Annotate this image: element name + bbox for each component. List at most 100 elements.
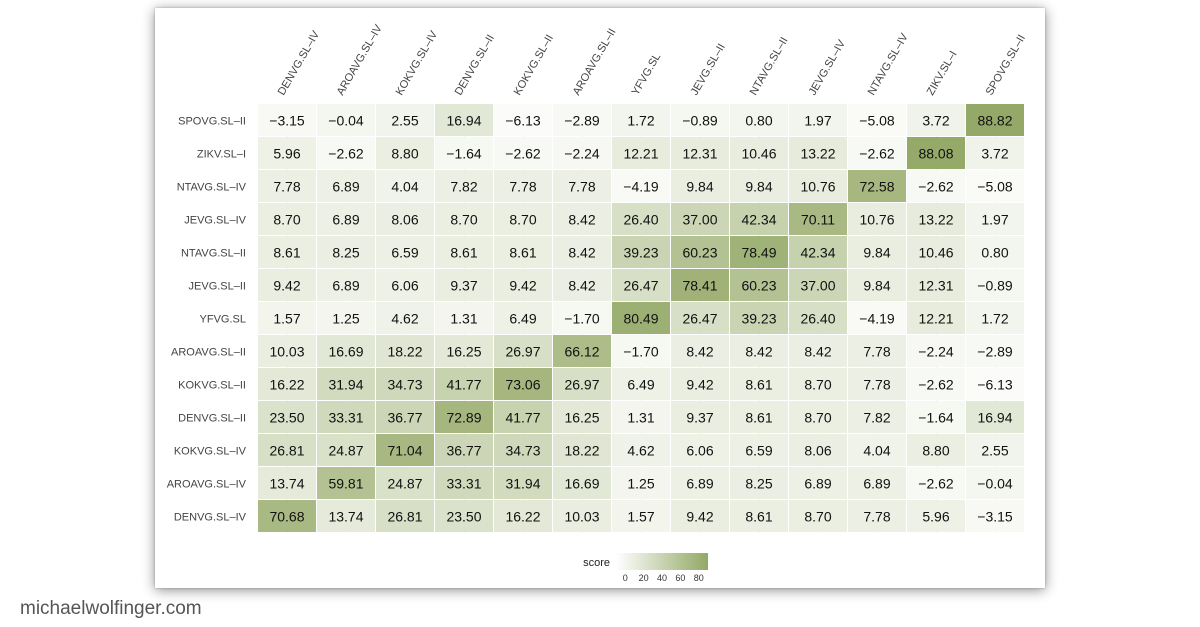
heatmap-cell bbox=[553, 137, 611, 169]
cell-value-label: 1.97 bbox=[981, 212, 1008, 228]
cell-value-label: 9.42 bbox=[686, 377, 713, 393]
cell-value-label: 6.59 bbox=[745, 443, 772, 459]
column-label: JEVG.SL–II bbox=[689, 42, 728, 98]
heatmap-cell bbox=[966, 269, 1024, 301]
cell-value-label: 41.77 bbox=[505, 410, 540, 426]
row-label: NTAVG.SL–IV bbox=[177, 182, 247, 194]
cell-value-label: 18.22 bbox=[387, 344, 422, 360]
heatmap-cell bbox=[848, 203, 906, 235]
cell-value-label: 10.03 bbox=[269, 344, 304, 360]
heatmap-cell bbox=[317, 500, 375, 532]
cell-value-label: 26.81 bbox=[269, 443, 304, 459]
column-label: DENVG.SL–IV bbox=[276, 28, 323, 97]
cell-value-label: 8.70 bbox=[804, 509, 831, 525]
cell-value-label: 8.42 bbox=[568, 278, 595, 294]
cell-value-label: −1.64 bbox=[918, 410, 954, 426]
cell-value-label: −2.62 bbox=[505, 146, 541, 162]
row-label: SPOVG.SL–II bbox=[178, 116, 246, 128]
cell-value-label: 88.08 bbox=[918, 146, 953, 162]
column-label: AROAVG.SL–II bbox=[571, 27, 619, 98]
heatmap-cell bbox=[612, 368, 670, 400]
cell-value-label: 33.31 bbox=[328, 410, 363, 426]
cell-value-label: 7.82 bbox=[863, 410, 890, 426]
heatmap-cell bbox=[907, 236, 965, 268]
heatmap-cell bbox=[789, 236, 847, 268]
cell-value-label: 8.06 bbox=[391, 212, 418, 228]
cell-value-label: 16.94 bbox=[446, 113, 481, 129]
heatmap-cell bbox=[966, 368, 1024, 400]
heatmap-cell bbox=[612, 236, 670, 268]
cell-value-label: 16.22 bbox=[269, 377, 304, 393]
heatmap-chart: −3.15 −0.04 2.55 16.94 −6.13 −2.89 1.72 −0.89 0.… bbox=[167, 22, 1028, 583]
heatmap-cell bbox=[317, 137, 375, 169]
heatmap-cell bbox=[258, 401, 316, 433]
heatmap-cell bbox=[317, 401, 375, 433]
heatmap-cell bbox=[435, 104, 493, 136]
cell-value-label: 70.68 bbox=[269, 509, 304, 525]
heatmap-cell bbox=[553, 104, 611, 136]
cell-value-label: 8.61 bbox=[509, 245, 536, 261]
cell-value-label: 8.06 bbox=[804, 443, 831, 459]
cell-value-label: 1.31 bbox=[627, 410, 654, 426]
cell-value-label: 34.73 bbox=[505, 443, 540, 459]
heatmap-cell bbox=[317, 368, 375, 400]
cell-value-label: 16.25 bbox=[564, 410, 599, 426]
heatmap-cell bbox=[376, 335, 434, 367]
heatmap-cell bbox=[612, 500, 670, 532]
cell-value-label: −2.62 bbox=[918, 377, 954, 393]
cell-value-label: 6.49 bbox=[627, 377, 654, 393]
cell-value-label: −0.89 bbox=[977, 278, 1013, 294]
cell-value-label: −2.89 bbox=[977, 344, 1013, 360]
heatmap-cell bbox=[671, 203, 729, 235]
heatmap-cell bbox=[730, 335, 788, 367]
legend-tick-label: 60 bbox=[675, 573, 685, 583]
heatmap-cell bbox=[848, 467, 906, 499]
heatmap-cell bbox=[671, 434, 729, 466]
heatmap-cell bbox=[612, 401, 670, 433]
column-label: YFVG.SL bbox=[630, 51, 664, 97]
heatmap-cell bbox=[966, 203, 1024, 235]
heatmap-cell bbox=[789, 368, 847, 400]
column-labels: DENVG.SL–IV AROAVG.SL–IV KOKVG.SL–IV DENVG.… bbox=[276, 22, 1028, 97]
heatmap-cell bbox=[730, 500, 788, 532]
cell-value-label: 31.94 bbox=[328, 377, 363, 393]
heatmap-cell bbox=[258, 170, 316, 202]
heatmap-cell bbox=[907, 269, 965, 301]
cell-value-label: 26.40 bbox=[800, 311, 835, 327]
heatmap-cell bbox=[907, 500, 965, 532]
cell-value-label: 8.70 bbox=[450, 212, 477, 228]
heatmap-cell bbox=[376, 170, 434, 202]
cell-value-label: −3.15 bbox=[977, 509, 1013, 525]
cell-value-label: 37.00 bbox=[682, 212, 717, 228]
row-label: DENVG.SL–II bbox=[178, 413, 246, 425]
cell-value-label: 16.94 bbox=[977, 410, 1012, 426]
heatmap-cell bbox=[494, 434, 552, 466]
column-label: KOKVG.SL–IV bbox=[394, 28, 441, 97]
heatmap-cell bbox=[553, 170, 611, 202]
heatmap-cell bbox=[376, 137, 434, 169]
cell-value-label: 7.78 bbox=[509, 179, 536, 195]
cell-value-label: 16.22 bbox=[505, 509, 540, 525]
heatmap-cell bbox=[258, 368, 316, 400]
cell-value-label: 26.81 bbox=[387, 509, 422, 525]
heatmap-cell bbox=[553, 302, 611, 334]
heatmap-cell bbox=[317, 170, 375, 202]
heatmap-cell bbox=[494, 269, 552, 301]
heatmap-cell bbox=[553, 401, 611, 433]
cell-value-label: 7.78 bbox=[273, 179, 300, 195]
heatmap-cell bbox=[553, 467, 611, 499]
cell-value-label: 23.50 bbox=[446, 509, 481, 525]
heatmap-cell bbox=[435, 236, 493, 268]
heatmap-cell bbox=[258, 137, 316, 169]
heatmap-cell bbox=[612, 137, 670, 169]
cell-value-label: 6.89 bbox=[332, 278, 359, 294]
cell-value-label: 7.78 bbox=[863, 344, 890, 360]
heatmap-cell bbox=[376, 401, 434, 433]
heatmap-card: −3.15 −0.04 2.55 16.94 −6.13 −2.89 1.72 −0.89 0.… bbox=[155, 8, 1045, 588]
row-label: KOKVG.SL–II bbox=[178, 380, 246, 392]
color-legend: score 0 20 40 60 80 bbox=[583, 553, 708, 583]
heatmap-cell bbox=[435, 335, 493, 367]
heatmap-cell bbox=[730, 269, 788, 301]
cell-value-label: −6.13 bbox=[977, 377, 1013, 393]
cell-value-label: 73.06 bbox=[505, 377, 540, 393]
